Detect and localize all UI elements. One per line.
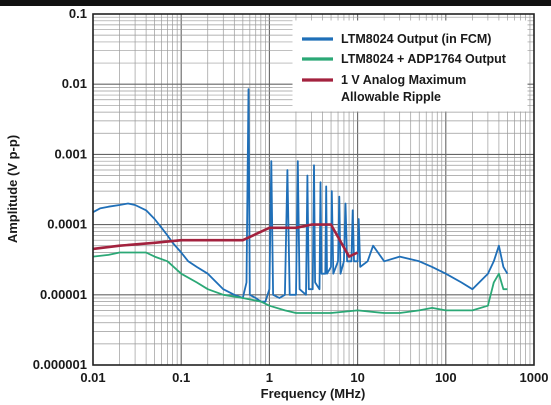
y-tick-label: 0.001 <box>54 146 87 161</box>
x-tick-label: 100 <box>435 370 457 385</box>
plot-frame <box>92 13 535 366</box>
y-tick-labels: 0.1 0.01 0.001 0.0001 0.00001 0.000001 <box>33 6 87 372</box>
series-line-ltm8024 <box>92 88 509 303</box>
grid <box>92 14 534 366</box>
legend-label-ltm8024: LTM8024 Output (in FCM) <box>341 32 491 46</box>
series-line-max-ripple <box>92 223 359 258</box>
top-border <box>0 0 551 6</box>
legend-box <box>292 20 528 112</box>
x-tick-label: 0.01 <box>80 370 105 385</box>
y-tick-label: 0.000001 <box>33 357 87 372</box>
series-layer <box>92 88 509 314</box>
x-tick-labels: 0.01 0.1 1 10 100 1000 <box>80 370 548 385</box>
y-tick-label: 0.00001 <box>40 287 87 302</box>
x-tick-label: 0.1 <box>172 370 190 385</box>
series-line-ltm8024-adp1764 <box>92 251 508 314</box>
legend-label-max-ripple: 1 V Analog Maximum Allowable Ripple <box>341 73 470 104</box>
x-tick-label: 1 <box>266 370 273 385</box>
legend-label-ltm8024-adp1764: LTM8024 + ADP1764 Output <box>341 52 507 66</box>
legend: LTM8024 Output (in FCM) LTM8024 + ADP176… <box>292 20 528 112</box>
legend-label-max-ripple-line2: Allowable Ripple <box>341 90 441 104</box>
y-axis-label: Amplitude (V p-p) <box>5 135 20 243</box>
legend-label-max-ripple-line1: 1 V Analog Maximum <box>341 73 466 87</box>
y-tick-label: 0.01 <box>62 76 87 91</box>
x-tick-label: 10 <box>350 370 364 385</box>
x-tick-label: 1000 <box>520 370 549 385</box>
x-axis-label: Frequency (MHz) <box>261 386 366 401</box>
y-tick-label: 0.0001 <box>47 217 87 232</box>
y-tick-label: 0.1 <box>69 6 87 21</box>
